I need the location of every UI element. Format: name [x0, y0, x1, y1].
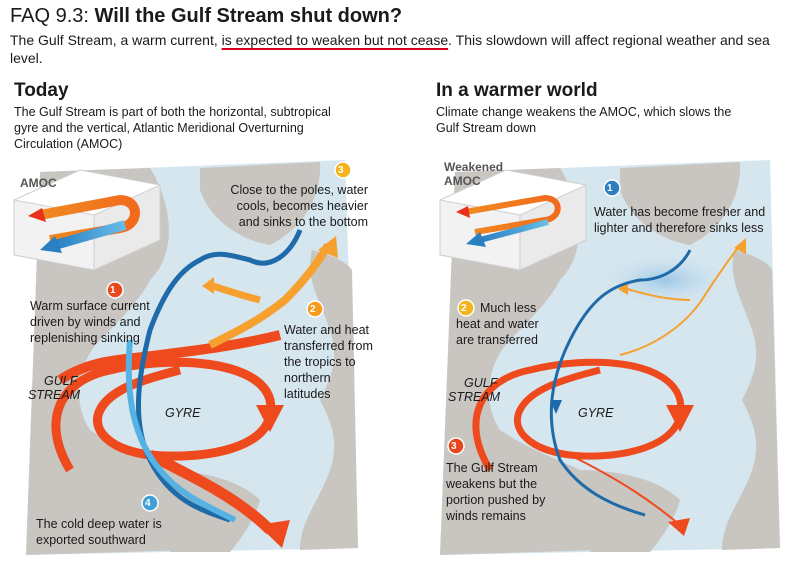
warmer-gyre-arrowhead: [666, 405, 694, 432]
today-amoc-box: [13, 169, 161, 271]
today-transfer-arrowhead: [318, 236, 338, 258]
today-callout-3-number: 3: [338, 165, 344, 176]
today-amoc-label: AMOC: [20, 176, 57, 190]
today-gyre-arrowhead: [256, 405, 284, 432]
faq-number: FAQ 9.3:: [10, 5, 89, 27]
warmer-gulf-stream-label-1: GULF: [464, 376, 498, 390]
today-south-flow: [147, 450, 274, 534]
faq-title: FAQ 9.3: Will the Gulf Stream shut down?: [10, 4, 790, 28]
today-callout-4-text: The cold deep water is exported southwar…: [36, 517, 162, 547]
warmer-amoc-label-1: Weakened: [444, 160, 504, 174]
today-gulf-stream-main: [57, 330, 282, 385]
today-callout-4-number: 4: [145, 498, 151, 509]
faq-intro: The Gulf Stream, a warm current, is expe…: [10, 31, 790, 67]
warmer-callout-3-number: 3: [451, 441, 457, 452]
warmer-callout-1-text: Water has become fresher and lighter and…: [594, 205, 766, 235]
today-callout-1-text: Warm surface current driven by winds and…: [30, 299, 150, 345]
intro-highlight: is expected to weaken but not cease: [221, 32, 449, 48]
today-description: The Gulf Stream is part of both the hori…: [14, 105, 331, 151]
warmer-callout-2-number: 2: [461, 303, 467, 314]
intro-before: The Gulf Stream, a warm current,: [10, 32, 222, 48]
warmer-callout-2-text: Much less heat and water are transferred: [456, 301, 539, 347]
intro-after: . This slowdown will affect regional wea…: [10, 32, 770, 66]
warmer-sinking-current: [549, 249, 692, 517]
warmer-description: Climate change weakens the AMOC, which s…: [436, 105, 732, 135]
today-sinking-current: [135, 229, 303, 523]
today-deep-flow: [125, 339, 237, 523]
today-gulf-stream-label-2: STREAM: [28, 388, 81, 402]
warmer-transfer-current: [619, 244, 741, 356]
faq-question: Will the Gulf Stream shut down?: [94, 5, 403, 27]
warmer-land-greenland: [620, 162, 741, 245]
warmer-land-europe-africa: [722, 250, 780, 550]
warmer-gyre-label: GYRE: [578, 406, 614, 420]
today-transfer-current: [208, 243, 332, 349]
warmer-freshwater-glow: [595, 252, 735, 308]
faq-header: FAQ 9.3: Will the Gulf Stream shut down?…: [10, 4, 790, 67]
warmer-callout-1-number: 1: [607, 183, 613, 194]
today-gulf-stream-label-1: GULF: [44, 374, 78, 388]
today-callout-2-text: Water and heat transferred from the trop…: [284, 323, 373, 401]
warmer-title: In a warmer world: [436, 80, 598, 101]
today-land-europe-africa: [300, 250, 358, 550]
today-callout-2-number: 2: [310, 304, 316, 315]
today-south-arrowhead: [258, 520, 290, 548]
today-title: Today: [14, 80, 69, 101]
warmer-transfer-branch: [624, 287, 691, 301]
warmer-callout-3-text: The Gulf Stream weakens but the portion …: [446, 461, 546, 523]
today-callout-3-text: Close to the poles, water cools, becomes…: [230, 183, 368, 229]
warmer-gulf-stream-label-2: STREAM: [448, 390, 501, 404]
warmer-south-flow: [569, 454, 681, 526]
today-callout-1-number: 1: [110, 285, 116, 296]
today-gyre-current: [51, 357, 276, 473]
today-land-greenland: [200, 162, 321, 245]
warmer-gyre-current: [472, 358, 685, 472]
warmer-amoc-box: [439, 169, 587, 271]
warmer-amoc-label-2: AMOC: [444, 174, 481, 188]
today-gyre-label: GYRE: [165, 406, 201, 420]
